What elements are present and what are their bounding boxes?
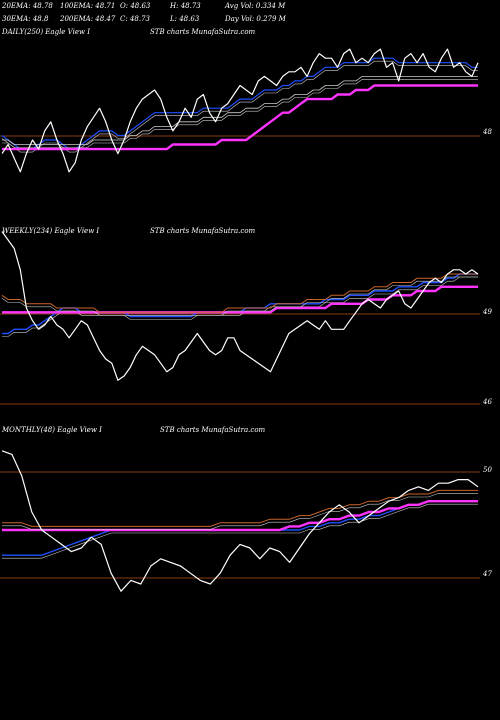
daily-ema_slow-shadow-line <box>2 79 478 148</box>
header-avg-vol: Avg Vol: 0.334 M <box>225 2 286 10</box>
daily-price-line <box>1 48 479 173</box>
weekly-title: WEEKLY(234) Eagle View I <box>2 227 100 235</box>
daily-ema_long-line <box>2 84 478 151</box>
header-day-vol: Day Vol: 0.279 M <box>225 15 286 23</box>
weekly-ema_orange-line <box>1 273 478 313</box>
weekly-ema_orange-shadow-line <box>1 276 478 316</box>
weekly-tick-49: 49 <box>483 308 492 316</box>
daily-ema_fast-shadow-line <box>1 60 478 153</box>
monthly-panel <box>0 450 480 592</box>
weekly-watermark: STB charts MunafaSutra.com <box>150 227 256 235</box>
monthly-ema_blue-shadow-line <box>2 503 478 559</box>
monthly-price-line <box>1 450 479 592</box>
monthly-title: MONTHLY(48) Eagle View I <box>2 426 102 434</box>
monthly-ema_orange-shadow-line <box>2 493 478 530</box>
monthly-watermark: STB charts MunafaSutra.com <box>160 426 266 434</box>
header-close: C: 48.73 <box>120 15 150 23</box>
weekly-price-line <box>1 231 479 381</box>
header-200ema: 200EMA: 48.47 <box>60 15 116 23</box>
daily-tick-48: 48 <box>483 128 492 136</box>
daily-panel <box>0 48 480 173</box>
header-open: O: 48.63 <box>120 2 151 10</box>
daily-ema_fast-line <box>1 57 478 150</box>
header-low: L: 48.63 <box>170 15 200 23</box>
header-high: H: 48.73 <box>170 2 201 10</box>
daily-watermark: STB charts MunafaSutra.com <box>150 28 256 36</box>
weekly-panel <box>0 231 480 405</box>
daily-title: DAILY(250) Eagle View I <box>2 28 90 36</box>
monthly-ema_blue-line <box>2 500 478 556</box>
daily-ema_slow-line <box>2 76 478 145</box>
header-30ema: 30EMA: 48.8 <box>2 15 49 23</box>
header-100ema: 100EMA: 48.71 <box>60 2 116 10</box>
weekly-tick-46: 46 <box>483 398 492 406</box>
weekly-ema_blue-shadow-line <box>2 276 478 337</box>
monthly-tick-50: 50 <box>483 466 492 474</box>
header-20ema: 20EMA: 48.78 <box>2 2 53 10</box>
monthly-tick-47: 47 <box>483 570 492 578</box>
weekly-ema_mag-line <box>2 285 478 314</box>
monthly-ema_mag-line <box>2 500 478 532</box>
